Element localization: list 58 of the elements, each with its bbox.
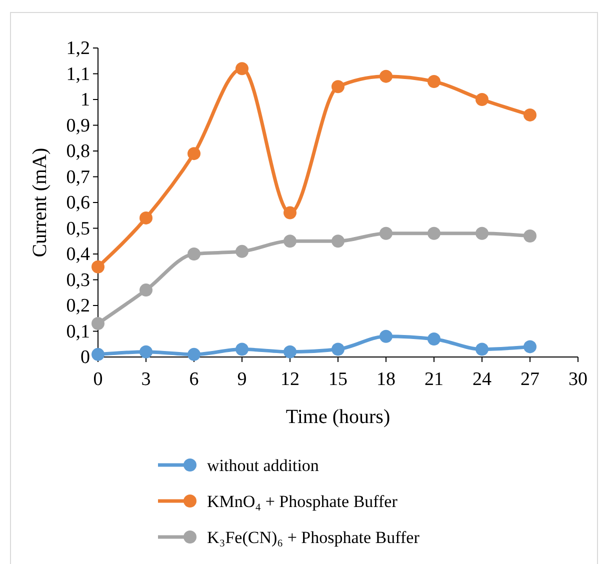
y-axis-title: Current (mA) xyxy=(29,148,51,258)
point xyxy=(284,345,296,358)
x-tick-label: 6 xyxy=(189,369,199,390)
x-tick-label: 3 xyxy=(141,369,151,390)
point xyxy=(140,211,152,224)
x-axis-title: Time (hours) xyxy=(286,406,390,428)
y-tick-label: 0,3 xyxy=(66,270,90,291)
point xyxy=(332,234,344,248)
point xyxy=(332,80,344,94)
x-tick-label: 24 xyxy=(472,369,492,390)
point xyxy=(428,226,440,240)
x-tick-label: 18 xyxy=(376,369,396,390)
point xyxy=(332,342,344,356)
y-tick-label: 0,4 xyxy=(66,244,90,265)
point xyxy=(428,74,440,88)
y-tick-label: 1,1 xyxy=(66,64,90,85)
y-tick-label: 0,2 xyxy=(66,296,90,316)
point xyxy=(284,234,296,248)
point xyxy=(524,108,536,122)
point xyxy=(188,147,200,160)
point xyxy=(476,93,488,106)
x-tick-label: 9 xyxy=(237,369,247,390)
point xyxy=(92,260,104,274)
point xyxy=(476,342,488,356)
legend-label: K₃Fe(CN)₆ + Phosphate Buffer xyxy=(207,528,420,547)
y-tick-label: 0,8 xyxy=(66,141,90,162)
y-tick-label: 0,5 xyxy=(66,218,90,240)
x-tick-label: 12 xyxy=(280,369,300,390)
point xyxy=(428,332,440,346)
legend-label: without addition xyxy=(207,456,320,475)
point xyxy=(380,70,392,83)
point xyxy=(380,330,392,343)
point xyxy=(284,206,296,220)
point xyxy=(188,348,200,361)
point xyxy=(236,342,248,356)
point xyxy=(380,226,392,240)
y-tick-label: 1,2 xyxy=(66,38,90,59)
x-tick-label: 30 xyxy=(568,369,588,390)
point xyxy=(140,284,152,297)
y-tick-label: 0,7 xyxy=(66,166,90,188)
y-tick-label: 0,6 xyxy=(66,192,90,214)
point xyxy=(524,229,536,242)
y-tick-label: 1 xyxy=(80,90,90,110)
point xyxy=(188,248,200,260)
point xyxy=(476,226,488,240)
y-tick-label: 0 xyxy=(80,347,90,368)
point xyxy=(236,62,248,76)
point xyxy=(236,244,248,258)
point xyxy=(92,348,104,361)
y-tick-label: 0,9 xyxy=(66,115,90,136)
point xyxy=(140,345,152,358)
point xyxy=(92,317,104,330)
y-tick-label: 0,1 xyxy=(66,321,90,342)
legend-label: KMnO₄ + Phosphate Buffer xyxy=(207,492,398,511)
point xyxy=(524,340,536,354)
x-tick-label: 15 xyxy=(328,369,348,390)
x-tick-label: 27 xyxy=(520,369,540,390)
x-tick-label: 21 xyxy=(424,369,444,390)
